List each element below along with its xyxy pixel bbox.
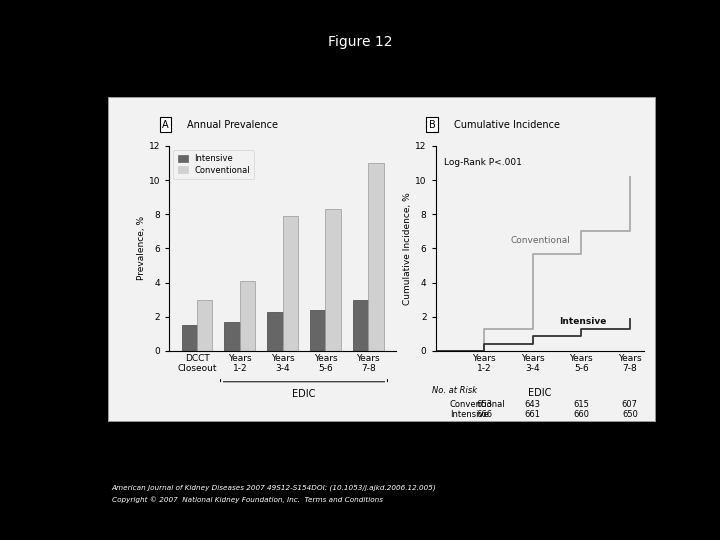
Text: A: A bbox=[162, 119, 169, 130]
Text: Copyright © 2007  National Kidney Foundation, Inc.  Terms and Conditions: Copyright © 2007 National Kidney Foundat… bbox=[112, 497, 382, 503]
Text: 653: 653 bbox=[476, 400, 492, 409]
Text: American Journal of Kidney Diseases 2007 49S12-S154DOI: (10.1053/j.ajkd.2006.12.: American Journal of Kidney Diseases 2007… bbox=[112, 485, 436, 491]
Bar bbox=[325, 209, 341, 351]
Bar bbox=[368, 163, 384, 351]
Legend: Intensive, Conventional: Intensive, Conventional bbox=[174, 150, 254, 179]
Text: Intensive: Intensive bbox=[559, 318, 607, 327]
Text: Intensive: Intensive bbox=[450, 410, 489, 420]
Text: 607: 607 bbox=[622, 400, 638, 409]
Text: 661: 661 bbox=[525, 410, 541, 420]
Text: 643: 643 bbox=[525, 400, 541, 409]
Bar bbox=[267, 312, 283, 351]
Text: No. at Risk: No. at Risk bbox=[432, 386, 477, 395]
Text: Log-Rank P<.001: Log-Rank P<.001 bbox=[444, 158, 522, 167]
Y-axis label: Cumulative Incidence, %: Cumulative Incidence, % bbox=[403, 192, 413, 305]
Bar bbox=[197, 300, 212, 351]
Text: Cumulative Incidence: Cumulative Incidence bbox=[454, 119, 559, 130]
Bar bbox=[225, 322, 240, 351]
Text: 650: 650 bbox=[622, 410, 638, 420]
Text: Figure 12: Figure 12 bbox=[328, 35, 392, 49]
Bar bbox=[310, 310, 325, 351]
Text: 660: 660 bbox=[573, 410, 589, 420]
Text: 666: 666 bbox=[476, 410, 492, 420]
Y-axis label: Prevalence, %: Prevalence, % bbox=[137, 217, 146, 280]
Bar bbox=[240, 281, 255, 351]
Text: EDIC: EDIC bbox=[528, 388, 552, 398]
Text: EDIC: EDIC bbox=[292, 389, 315, 399]
Text: Conventional: Conventional bbox=[450, 400, 505, 409]
Text: B: B bbox=[428, 119, 436, 130]
Bar bbox=[181, 325, 197, 351]
Bar bbox=[283, 216, 298, 351]
Text: 615: 615 bbox=[573, 400, 589, 409]
Bar bbox=[353, 300, 368, 351]
Text: Conventional: Conventional bbox=[511, 237, 571, 245]
Text: Annual Prevalence: Annual Prevalence bbox=[187, 119, 278, 130]
